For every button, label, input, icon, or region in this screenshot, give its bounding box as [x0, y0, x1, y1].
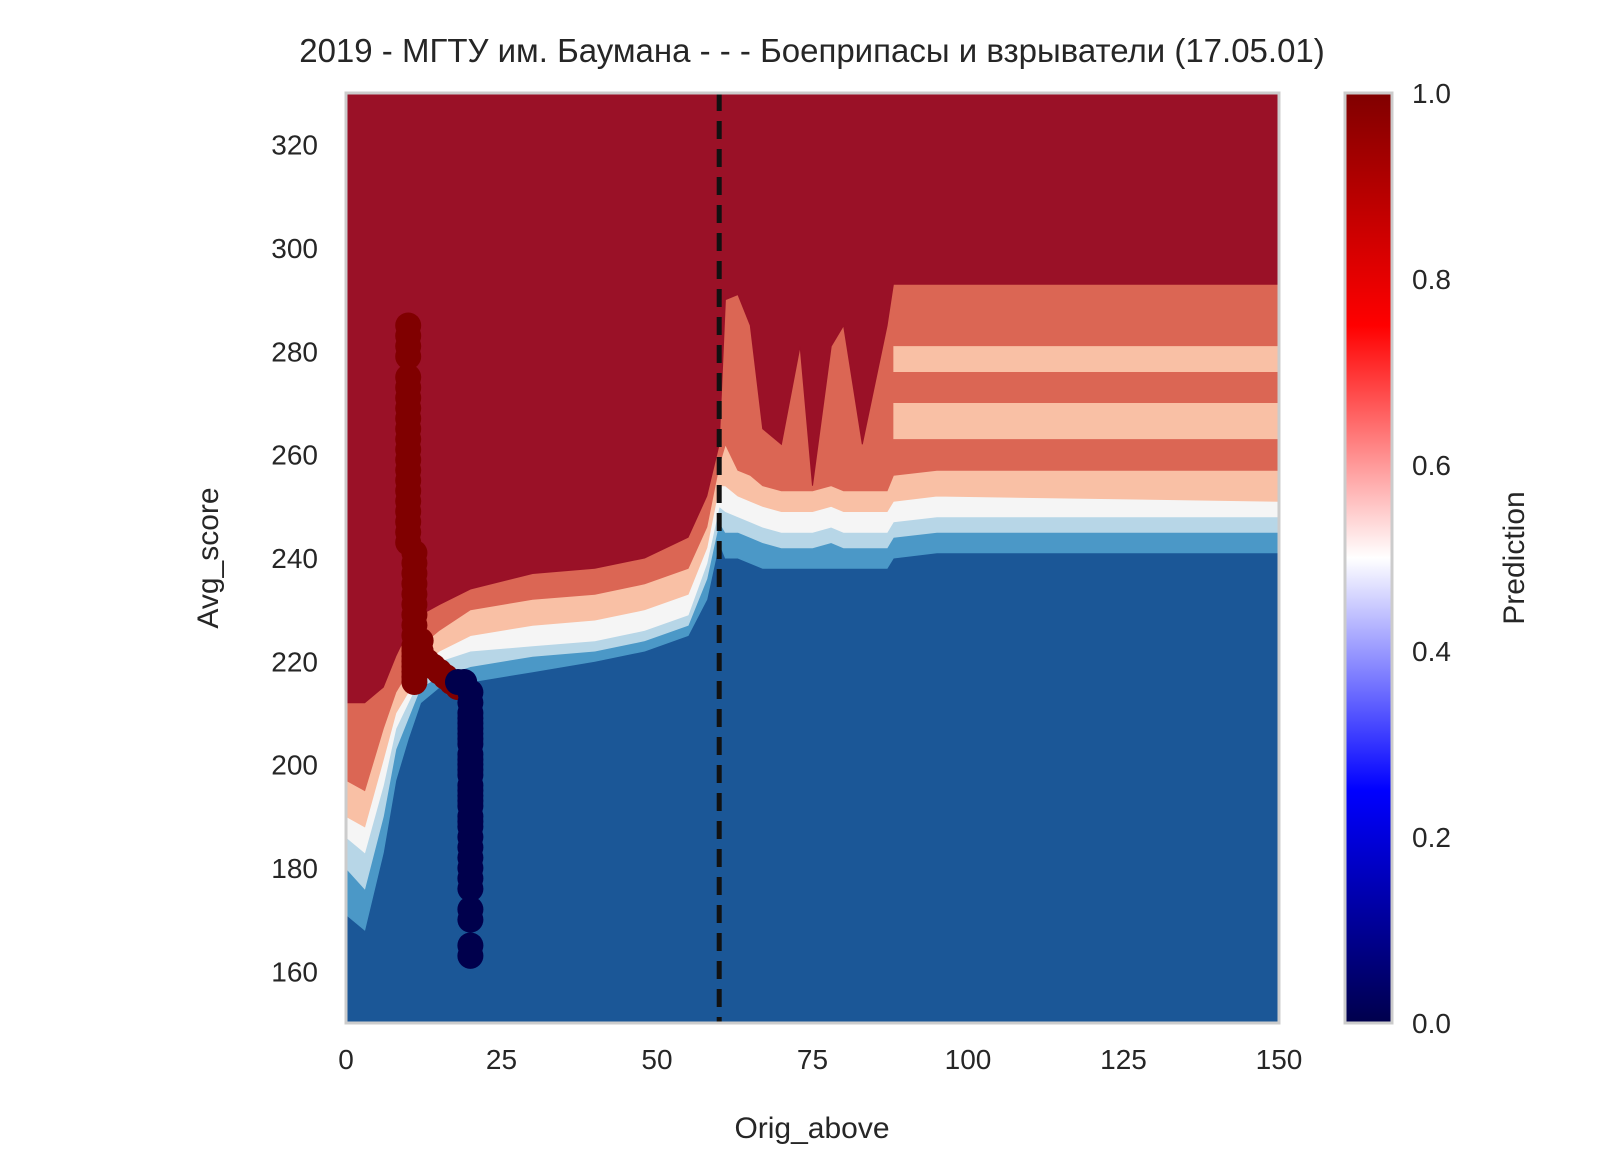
rejected-point — [457, 808, 484, 835]
x-axis-label: Orig_above — [734, 1112, 889, 1145]
x-tick-label: 50 — [641, 1044, 672, 1075]
colorbar-tick-label: 0.0 — [1412, 1008, 1451, 1039]
chart-title: 2019 - МГТУ им. Баумана - - - Боеприпасы… — [299, 32, 1325, 69]
y-tick-label: 320 — [271, 130, 318, 161]
colorbar-tick-label: 0.8 — [1412, 264, 1451, 295]
y-axis-label: Avg_score — [192, 487, 225, 628]
y-tick-label: 220 — [271, 646, 318, 677]
y-axis-ticks: 160 180 200 220 240 260 280 300 320 — [271, 130, 318, 988]
colorbar-tick-label: 1.0 — [1412, 78, 1451, 109]
y-tick-label: 160 — [271, 956, 318, 987]
data-points — [395, 312, 484, 969]
y-tick-label: 280 — [271, 336, 318, 367]
x-axis-ticks: 0 25 50 75 100 125 150 — [338, 1044, 1302, 1075]
colorbar-tick-label: 0.6 — [1412, 450, 1451, 481]
x-tick-label: 75 — [797, 1044, 828, 1075]
colorbar — [1345, 93, 1392, 1023]
colorbar-label: Prediction — [1498, 491, 1531, 624]
colorbar-ticks: 0.0 0.2 0.4 0.6 0.8 1.0 — [1412, 78, 1451, 1039]
plot-frame — [344, 91, 1281, 1025]
rejected-point — [457, 906, 484, 933]
colorbar-tick-label: 0.4 — [1412, 636, 1451, 667]
rejected-point — [457, 942, 484, 969]
rejected-point — [457, 787, 484, 814]
rejected-point — [457, 756, 484, 783]
x-tick-label: 25 — [486, 1044, 517, 1075]
contour-stripe-1 — [893, 403, 1279, 440]
y-tick-label: 200 — [271, 750, 318, 781]
rejected-point — [457, 725, 484, 752]
y-tick-label: 260 — [271, 440, 318, 471]
colorbar-frame — [1343, 91, 1394, 1025]
colorbar-tick-label: 0.2 — [1412, 822, 1451, 853]
contour-stripe-0 — [893, 346, 1279, 372]
rejected-point — [457, 875, 484, 902]
contour-regions — [346, 93, 1279, 1023]
x-tick-label: 0 — [338, 1044, 354, 1075]
admitted-point — [401, 669, 428, 695]
y-tick-label: 300 — [271, 233, 318, 264]
y-tick-label: 180 — [271, 853, 318, 884]
x-tick-label: 125 — [1100, 1044, 1147, 1075]
x-tick-label: 100 — [945, 1044, 992, 1075]
contour-band-6 — [346, 93, 1279, 704]
x-tick-label: 150 — [1256, 1044, 1303, 1075]
y-tick-label: 240 — [271, 543, 318, 574]
admitted-point — [395, 343, 422, 370]
